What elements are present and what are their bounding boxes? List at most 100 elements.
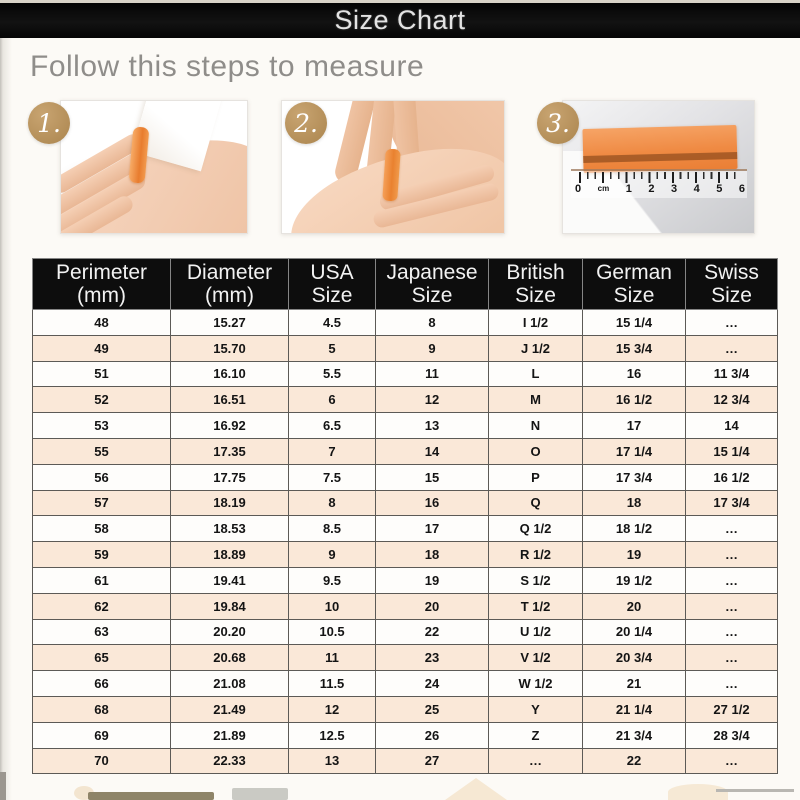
scan-left-edge [0, 38, 12, 800]
step-number: 1. [37, 108, 61, 138]
table-cell: 12 [288, 695, 376, 723]
partial-image-fragment [232, 788, 288, 800]
table-cell: 61 [32, 566, 171, 594]
table-cell: L [488, 360, 583, 388]
table-cell: 21.89 [170, 721, 289, 749]
step-number: 3. [546, 108, 570, 138]
table-cell: … [685, 592, 778, 620]
scan-top-edge [0, 0, 800, 3]
partial-image-fragment [668, 784, 728, 800]
partial-image-fragment [88, 792, 214, 800]
table-cell: 17 [375, 515, 489, 543]
table-cell: … [685, 670, 778, 697]
measure-steps-heading: Follow this steps to measure [30, 50, 425, 83]
table-cell: 27 [375, 747, 489, 775]
ruler-labels: 0 cm 1 2 3 4 5 6 [575, 182, 745, 196]
table-cell: 9.5 [288, 566, 376, 594]
table-row: 59 18.89 9 18 R 1/2 19… [32, 541, 778, 568]
step3-badge: 3. [537, 102, 579, 144]
ruler-label: cm [597, 184, 610, 193]
table-cell: 18 [375, 541, 489, 568]
table-cell: 15 3/4 [582, 334, 686, 362]
table-cell: 15.27 [170, 309, 289, 336]
table-cell: 21 [582, 670, 686, 697]
table-cell: 11 3/4 [685, 360, 778, 388]
column-header: USA Size [288, 258, 376, 310]
table-cell: 24 [375, 670, 489, 697]
table-cell: 16 [375, 489, 489, 517]
column-header: Diameter (mm) [170, 258, 289, 310]
table-cell: … [685, 515, 778, 543]
table-cell: 18.19 [170, 489, 289, 517]
table-cell: … [685, 747, 778, 775]
table-cell: 20 3/4 [582, 644, 686, 672]
strip-shadow [583, 152, 738, 164]
table-cell: Q [488, 489, 583, 517]
table-row: 65 20.68 11 23 V 1/2 20 3/4… [32, 644, 778, 672]
table-cell: 28 3/4 [685, 721, 778, 749]
table-cell: 49 [32, 334, 171, 362]
table-cell: … [685, 566, 778, 594]
table-cell: Z [488, 721, 583, 749]
table-cell: 17.35 [170, 437, 289, 465]
table-cell: Q 1/2 [488, 515, 583, 543]
table-row: 70 22.33 13 27… 22… [32, 747, 778, 775]
table-cell: P [488, 463, 583, 491]
ruler-label: 3 [670, 183, 678, 195]
table-row: 57 18.19 8 16 Q 18 17 3/4 [32, 489, 778, 517]
table-cell: 8.5 [288, 515, 376, 543]
table-cell: … [685, 541, 778, 568]
table-cell: 16 1/2 [582, 386, 686, 414]
table-cell: 16.10 [170, 360, 289, 388]
table-cell: 19.41 [170, 566, 289, 594]
table-cell: N [488, 412, 583, 439]
table-cell: … [685, 644, 778, 672]
table-cell: 17 3/4 [685, 489, 778, 517]
table-cell: 7.5 [288, 463, 376, 491]
table-cell: 16.51 [170, 386, 289, 414]
table-cell: 48 [32, 309, 171, 336]
titlebar: Size Chart [0, 3, 800, 38]
step-number: 2. [294, 108, 318, 138]
table-cell: Y [488, 695, 583, 723]
table-row: 62 19.84 10 20 T 1/2 20… [32, 592, 778, 620]
table-header: Perimeter (mm) Diameter (mm) USA Size Japanese… [32, 258, 778, 310]
table-cell: W 1/2 [488, 670, 583, 697]
table-row: 69 21.89 12.5 26 Z 21 3/4 28 3/4 [32, 721, 778, 749]
table-cell: 14 [685, 412, 778, 439]
table-cell: 10.5 [288, 618, 376, 646]
table-body: 48 15.27 4.5 8 I 1/2 15 1/4… 49 15.70 5 9 J 1/2 15 … [32, 309, 778, 775]
table-row: 61 19.41 9.5 19 S 1/2 19 1/2… [32, 566, 778, 594]
table-cell: 27 1/2 [685, 695, 778, 723]
table-cell: 20.20 [170, 618, 289, 646]
table-cell: 6 [288, 386, 376, 414]
partial-image-fragment [716, 789, 794, 792]
table-cell: O [488, 437, 583, 465]
table-row: 58 18.53 8.5 17 Q 1/2 18 1/2… [32, 515, 778, 543]
step2-badge: 2. [285, 102, 327, 144]
table-cell: 22 [375, 618, 489, 646]
table-cell: 18.53 [170, 515, 289, 543]
table-row: 51 16.10 5.5 11 L 16 11 3/4 [32, 360, 778, 388]
table-cell: 17 3/4 [582, 463, 686, 491]
table-cell: 18.89 [170, 541, 289, 568]
table-cell: 12 [375, 386, 489, 414]
table-cell: 11 [375, 360, 489, 388]
table-row: 63 20.20 10.5 22 U 1/2 20 1/4… [32, 618, 778, 646]
table-cell: 69 [32, 721, 171, 749]
table-row: 52 16.51 6 12 M 16 1/2 12 3/4 [32, 386, 778, 414]
table-row: 56 17.75 7.5 15 P 17 3/4 16 1/2 [32, 463, 778, 491]
ruler-label: 5 [716, 183, 723, 195]
table-row: 66 21.08 11.5 24 W 1/2 21… [32, 670, 778, 697]
table-row: 48 15.27 4.5 8 I 1/2 15 1/4… [32, 309, 778, 336]
table-cell: 55 [32, 437, 171, 465]
table-cell: 20.68 [170, 644, 289, 672]
table-cell: 5 [288, 334, 376, 362]
column-header: German Size [582, 258, 686, 310]
ruler-label: 1 [625, 183, 632, 195]
ruler-label: 4 [693, 183, 700, 195]
table-cell: U 1/2 [488, 618, 583, 646]
table-cell: 16 [582, 360, 686, 388]
table-cell: 25 [375, 695, 489, 723]
